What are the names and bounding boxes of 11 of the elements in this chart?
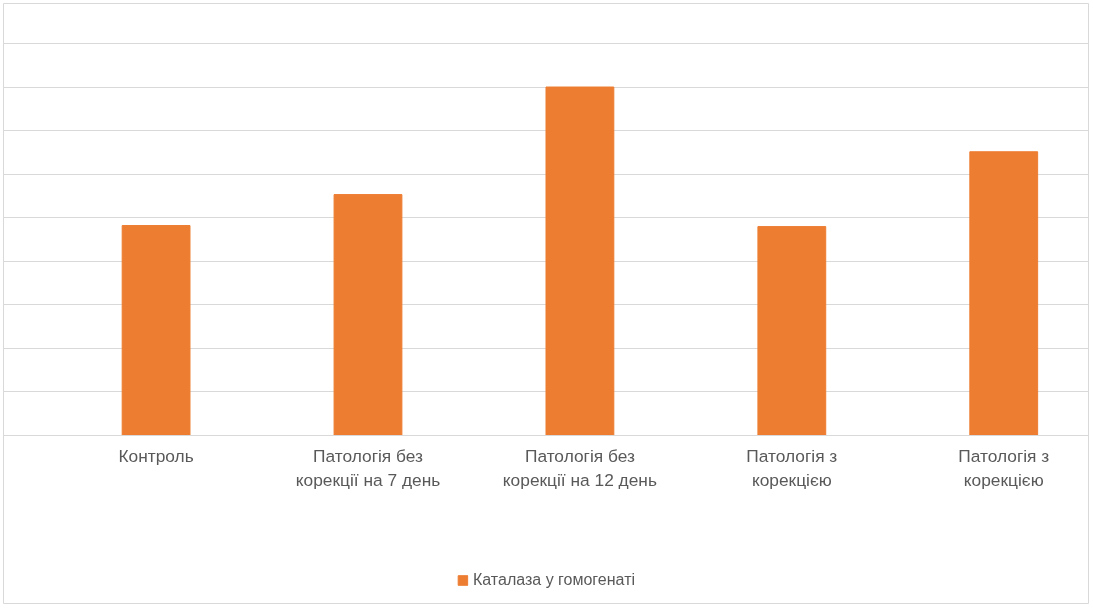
bar — [121, 225, 191, 436]
bar — [333, 194, 403, 436]
bar — [757, 226, 827, 436]
legend-label: Каталаза у гомогенаті — [472, 571, 636, 589]
x-tick-label: Патологія з корекцією — [958, 446, 1050, 491]
x-tick-label: Контроль — [118, 446, 194, 467]
x-tick-label: Патологія з корекцією — [746, 446, 838, 491]
x-tick-label: Патологія без корекції на 12 день — [502, 446, 657, 491]
bar — [969, 151, 1039, 436]
bar — [545, 86, 615, 436]
x-tick-label: Патологія без корекції на 7 день — [295, 446, 441, 491]
